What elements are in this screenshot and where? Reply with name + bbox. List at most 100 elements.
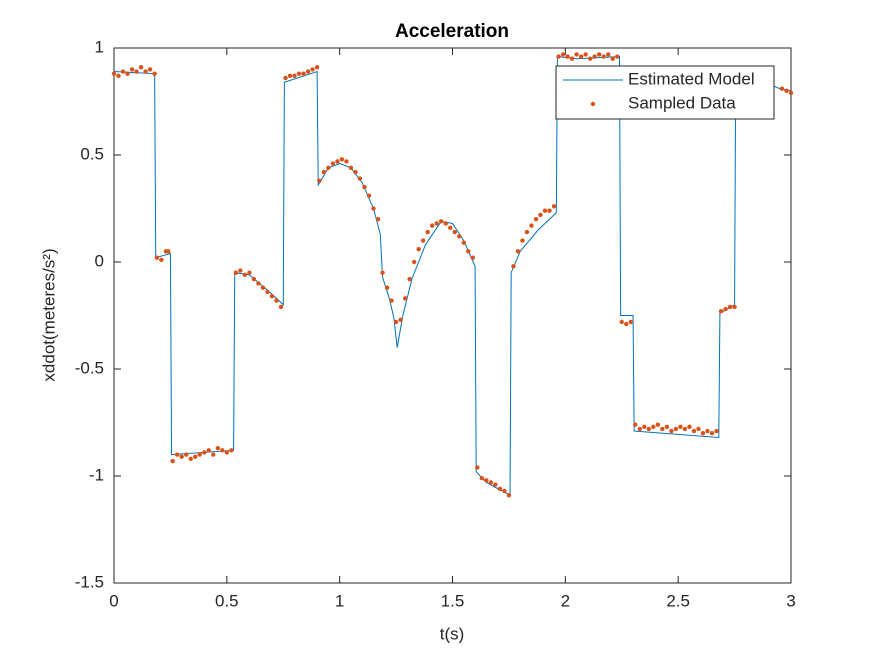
x-tick-label: 1 (335, 591, 344, 610)
data-point (732, 304, 737, 310)
data-point (664, 424, 670, 429)
data-point (779, 86, 785, 91)
data-point (335, 159, 340, 164)
data-point (714, 428, 719, 434)
data-point (407, 276, 412, 282)
data-point (484, 478, 489, 483)
plot-box (113, 47, 792, 584)
data-point (628, 319, 633, 325)
data-point (660, 426, 665, 432)
data-point (488, 480, 494, 485)
data-point (592, 54, 597, 59)
data-point (380, 270, 385, 275)
data-point (129, 67, 135, 72)
data-point (416, 246, 421, 252)
data-point (389, 298, 394, 303)
data-point (287, 73, 293, 79)
legend-label: Estimated Model (628, 69, 755, 88)
data-point (551, 204, 557, 209)
data-point (727, 304, 733, 310)
data-point (339, 157, 345, 162)
data-point (511, 264, 516, 269)
data-point (601, 54, 606, 59)
data-point (448, 225, 453, 230)
data-point (556, 54, 561, 59)
y-tick-label: -1.5 (75, 572, 104, 591)
data-point (260, 285, 266, 290)
data-point (493, 482, 498, 487)
data-point (215, 445, 221, 451)
data-point (384, 285, 390, 290)
data-point (547, 208, 552, 213)
data-point (669, 428, 674, 434)
data-point (538, 212, 543, 218)
data-point (434, 221, 439, 226)
data-point (179, 454, 184, 459)
data-point (470, 255, 476, 260)
data-point (637, 426, 643, 432)
data-point (269, 294, 275, 299)
data-point (206, 448, 211, 453)
data-point (788, 90, 794, 96)
x-tick-label: 3 (786, 591, 795, 610)
data-point (529, 223, 534, 228)
data-point (402, 296, 408, 301)
data-point (502, 488, 507, 494)
data-point (310, 67, 315, 72)
data-point (229, 448, 234, 453)
data-point (696, 426, 701, 432)
data-point (256, 281, 261, 286)
data-point (420, 238, 426, 243)
x-tick-label: 1.5 (441, 591, 465, 610)
data-point (202, 450, 207, 455)
x-tick-label: 0 (109, 591, 118, 610)
y-tick-label: 1 (95, 37, 104, 56)
data-point (709, 431, 715, 436)
data-point (429, 223, 435, 228)
data-point (147, 67, 153, 72)
data-point (569, 56, 575, 61)
data-point (678, 424, 683, 429)
data-point (375, 217, 381, 222)
data-point (461, 240, 466, 245)
data-point (452, 229, 457, 235)
data-point (116, 73, 121, 79)
data-point (143, 69, 148, 74)
data-point (615, 54, 620, 59)
data-point (655, 422, 661, 427)
data-point (642, 424, 647, 429)
data-point (497, 486, 503, 492)
data-point (193, 454, 198, 459)
data-point (574, 52, 579, 57)
data-point (723, 306, 728, 312)
data-point (524, 229, 530, 235)
data-point (565, 54, 570, 59)
data-point (619, 319, 624, 325)
data-point (184, 452, 189, 457)
data-point (393, 319, 399, 325)
data-point (682, 426, 688, 432)
y-tick-label: -1 (89, 465, 104, 484)
data-point (152, 71, 157, 76)
data-point (165, 249, 171, 254)
legend-box (555, 65, 775, 120)
data-point (610, 56, 615, 61)
data-point (506, 493, 512, 498)
data-point (705, 428, 710, 434)
legend-marker (590, 101, 596, 107)
data-point (125, 71, 130, 76)
data-point (443, 221, 448, 226)
y-tick-label: -0.5 (75, 358, 104, 377)
data-point (344, 159, 349, 164)
data-point (134, 69, 139, 74)
data-point (784, 88, 789, 94)
data-point (515, 249, 521, 254)
data-point (111, 71, 117, 76)
chart-title: Acceleration (395, 21, 509, 42)
y-tick-label: 0 (95, 251, 104, 270)
data-point (651, 424, 656, 429)
data-point (366, 193, 372, 198)
legend-label: Sampled Data (628, 93, 736, 112)
